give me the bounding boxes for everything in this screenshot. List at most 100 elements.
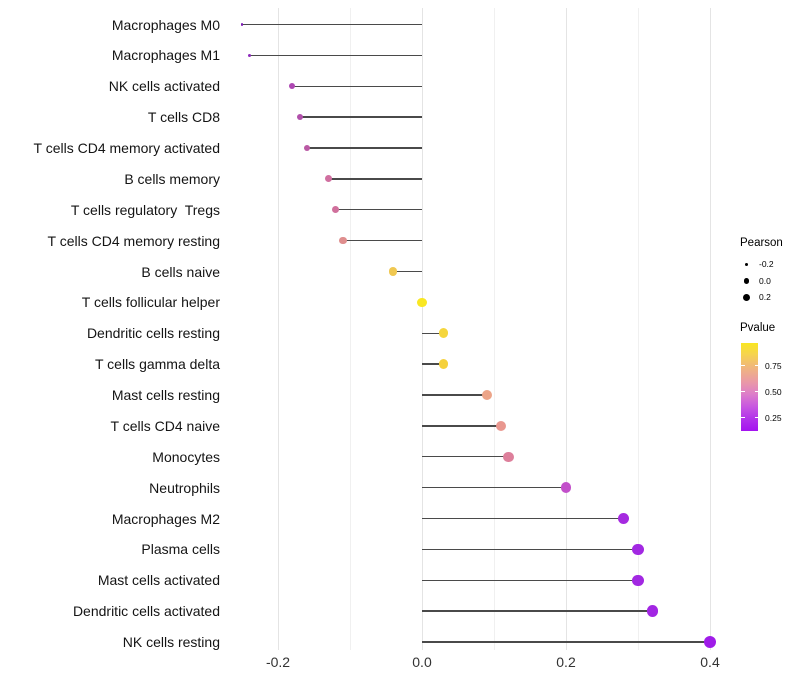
lollipop-dot — [646, 605, 659, 617]
size-legend-dot — [742, 293, 751, 301]
y-axis-label: T cells gamma delta — [94, 356, 220, 373]
y-axis-label: B cells memory — [124, 170, 220, 187]
y-axis-label: Plasma cells — [141, 541, 220, 558]
gridline-minor — [637, 8, 639, 650]
size-legend-title: Pearson — [740, 237, 783, 249]
colorbar-tick-mark — [741, 416, 745, 419]
gridline-minor — [349, 8, 351, 650]
colorbar-tick-mark — [754, 416, 758, 419]
size-legend-dot — [743, 277, 750, 284]
gridline-major — [421, 8, 423, 650]
plot-panel — [228, 8, 733, 650]
lollipop-dot — [240, 23, 244, 26]
colorbar-tick-label: 0.75 — [765, 360, 782, 371]
lollipop-stick — [299, 116, 422, 118]
y-axis-label: T cells follicular helper — [81, 294, 220, 311]
lollipop-stick — [422, 332, 444, 334]
lollipop-dot — [438, 328, 449, 339]
lollipop-stick — [422, 394, 487, 396]
lollipop-dot — [296, 114, 303, 121]
x-tick-label: 0.2 — [556, 654, 576, 670]
lollipop-stick — [422, 363, 444, 365]
lollipop-dot — [247, 53, 251, 58]
lollipop-dot — [388, 267, 398, 276]
y-axis-label: Mast cells activated — [97, 572, 220, 589]
size-legend-dot-cell — [740, 293, 753, 301]
size-legend-label: 0.2 — [759, 292, 771, 303]
colorbar-gradient — [741, 342, 758, 431]
lollipop-stick — [422, 579, 638, 581]
lollipop-stick — [422, 425, 502, 427]
y-axis-label: NK cells resting — [122, 634, 220, 650]
color-legend-title: Pvalue — [740, 321, 776, 334]
size-legend-item: 0.2 — [740, 289, 800, 306]
y-axis-label: T cells CD4 memory activated — [33, 140, 220, 156]
colorbar-tick-mark — [741, 390, 745, 393]
lollipop-stick — [292, 85, 422, 87]
size-legend-dot-cell — [740, 262, 753, 266]
lollipop-stick — [422, 548, 638, 551]
gridline-minor — [493, 8, 495, 650]
y-axis-label: T cells CD4 memory resting — [47, 232, 220, 249]
lollipop-stick — [328, 178, 422, 180]
lollipop-stick — [335, 209, 422, 211]
colorbar-tick-mark — [741, 364, 745, 367]
lollipop-dot — [496, 420, 507, 431]
lollipop-stick — [422, 610, 653, 612]
legend: Pearson -0.2 0.0 0.2 Pvalue 0.75 0.50 0.25 — [740, 237, 800, 431]
x-tick-label: 0.4 — [700, 654, 720, 670]
y-axis-label: T cells CD4 naive — [110, 417, 220, 434]
colorbar-tick-label: 0.50 — [765, 386, 782, 397]
y-axis-label: Macrophages M0 — [111, 16, 220, 33]
lollipop-stick — [422, 517, 624, 520]
lollipop-dot — [632, 574, 644, 586]
colorbar-tick-mark — [754, 364, 758, 367]
y-axis-label: Dendritic cells resting — [86, 325, 220, 342]
gridline-major — [709, 8, 711, 650]
y-axis-label: Mast cells resting — [111, 387, 220, 403]
lollipop-dot — [632, 543, 644, 556]
y-axis-label: Monocytes — [152, 448, 220, 465]
y-axis-label: Dendritic cells activated — [72, 603, 220, 620]
y-axis-label: T cells regulatory Tregs — [70, 201, 220, 218]
lollipop-dot — [417, 297, 427, 307]
y-axis-label: Macrophages M1 — [111, 47, 220, 64]
y-axis-label: NK cells activated — [108, 78, 220, 95]
lollipop-stick — [306, 147, 422, 149]
lollipop-stick — [242, 23, 422, 26]
colorbar-tick-mark — [754, 390, 758, 393]
size-legend-label: 0.0 — [759, 275, 771, 286]
lollipop-dot — [339, 236, 347, 245]
lollipop-dot — [438, 359, 449, 369]
size-legend-label: -0.2 — [759, 259, 774, 270]
lollipop-stick — [393, 270, 422, 273]
lollipop-stick — [342, 239, 422, 242]
lollipop-dot — [703, 635, 717, 649]
lollipop-dot — [560, 482, 572, 494]
gridline-major — [565, 8, 567, 650]
size-legend-dot — [744, 262, 749, 266]
size-legend-item: 0.0 — [740, 273, 800, 290]
y-axis-label: T cells CD8 — [147, 109, 220, 126]
lollipop-dot — [503, 451, 514, 462]
lollipop-stick — [249, 54, 422, 57]
colorbar-tick-label: 0.25 — [765, 412, 782, 423]
y-axis-label: Neutrophils — [149, 479, 220, 496]
lollipop-stick — [422, 486, 566, 489]
x-tick-label: 0.0 — [412, 654, 432, 670]
lollipop-stick — [422, 456, 509, 458]
lollipop-dot — [331, 206, 340, 214]
size-legend-items: -0.2 0.0 0.2 — [740, 256, 800, 306]
y-axis-labels: Macrophages M0 Macrophages M1 NK cells act… — [0, 8, 220, 651]
lollipop-stick — [422, 641, 710, 643]
size-legend-dot-cell — [740, 277, 753, 284]
lollipop-dot — [303, 144, 310, 152]
size-legend-item: -0.2 — [740, 256, 800, 273]
y-axis-label: B cells naive — [141, 263, 220, 280]
color-legend: 0.75 0.50 0.25 — [740, 342, 798, 431]
lollipop-dot — [617, 512, 630, 525]
y-axis-label: Macrophages M2 — [111, 510, 220, 527]
x-tick-label: -0.2 — [265, 654, 291, 670]
gridline-major — [277, 8, 279, 650]
